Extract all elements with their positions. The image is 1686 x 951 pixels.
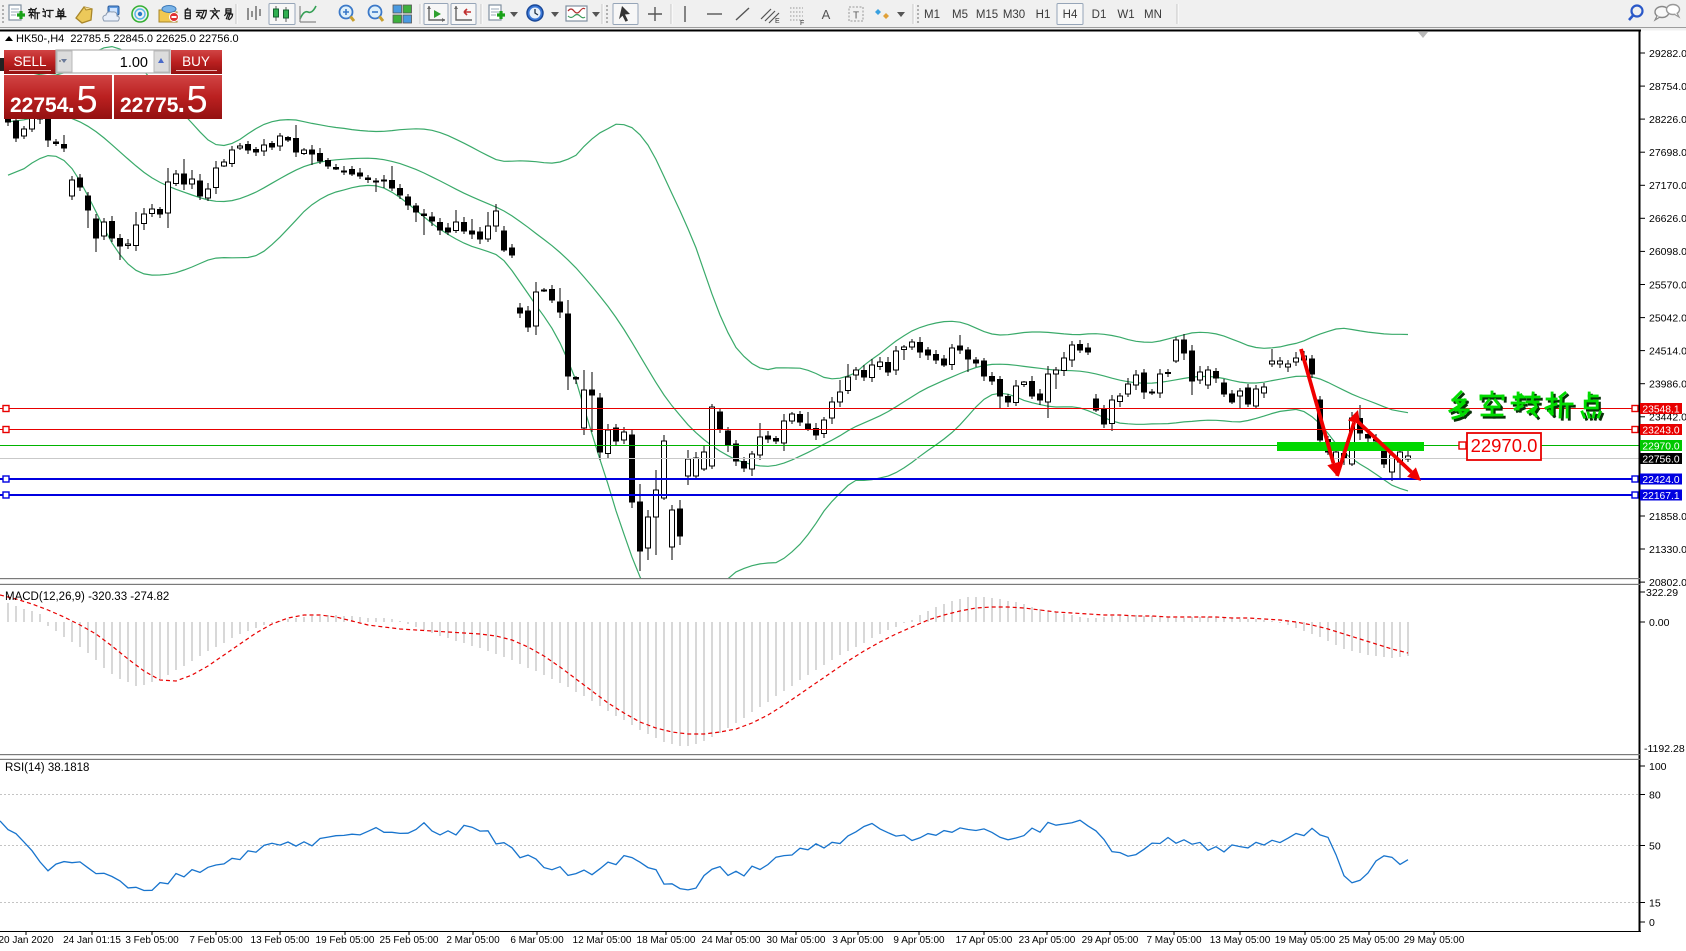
svg-text:12 Mar 05:00: 12 Mar 05:00 xyxy=(573,935,632,946)
svg-text:27170.0: 27170.0 xyxy=(1649,180,1686,192)
svg-text:22424.0: 22424.0 xyxy=(1642,475,1679,486)
svg-text:13 Feb 05:00: 13 Feb 05:00 xyxy=(251,935,310,946)
svg-text:A: A xyxy=(822,7,831,22)
svg-text:3 Feb 05:00: 3 Feb 05:00 xyxy=(125,935,179,946)
svg-text:24 Jan 01:15: 24 Jan 01:15 xyxy=(63,935,121,946)
svg-text:29 Apr 05:00: 29 Apr 05:00 xyxy=(1082,935,1139,946)
svg-text:1.00: 1.00 xyxy=(120,55,148,71)
svg-text:23986.0: 23986.0 xyxy=(1649,379,1686,391)
svg-text:0.00: 0.00 xyxy=(1649,617,1670,629)
svg-text:20802.0: 20802.0 xyxy=(1649,577,1686,589)
svg-text:HK50-,H4 22785.5 22845.0 2262: HK50-,H4 22785.5 22845.0 22625.0 22756.0 xyxy=(16,33,239,45)
svg-text:7 Feb 05:00: 7 Feb 05:00 xyxy=(189,935,243,946)
svg-text:SELL: SELL xyxy=(13,54,47,69)
svg-text:23 Apr 05:00: 23 Apr 05:00 xyxy=(1019,935,1076,946)
svg-text:BUY: BUY xyxy=(182,54,210,69)
svg-text:E: E xyxy=(775,18,780,25)
svg-text:23442.0: 23442.0 xyxy=(1649,412,1686,424)
svg-text:.5: .5 xyxy=(176,79,208,121)
svg-text:100: 100 xyxy=(1649,761,1667,773)
svg-text:6 Mar 05:00: 6 Mar 05:00 xyxy=(510,935,564,946)
svg-text:MACD(12,26,9) -320.33 -274.82: MACD(12,26,9) -320.33 -274.82 xyxy=(5,591,169,603)
svg-text:22756.0: 22756.0 xyxy=(1642,454,1679,465)
svg-text:25 May 05:00: 25 May 05:00 xyxy=(1339,935,1400,946)
svg-text:MN: MN xyxy=(1144,9,1162,21)
svg-text:22775: 22775 xyxy=(120,94,179,117)
svg-text:M30: M30 xyxy=(1003,9,1025,21)
svg-text:24514.0: 24514.0 xyxy=(1649,345,1686,357)
svg-text:22970.0: 22970.0 xyxy=(1471,435,1538,456)
svg-text:26626.0: 26626.0 xyxy=(1649,213,1686,225)
svg-text:9 Apr 05:00: 9 Apr 05:00 xyxy=(893,935,945,946)
svg-text:F: F xyxy=(800,20,804,27)
svg-text:29 May 05:00: 29 May 05:00 xyxy=(1404,935,1465,946)
svg-text:T: T xyxy=(853,11,859,22)
svg-text:29282.0: 29282.0 xyxy=(1649,48,1686,60)
svg-text:M5: M5 xyxy=(952,9,968,21)
svg-text:19 Feb 05:00: 19 Feb 05:00 xyxy=(316,935,375,946)
svg-text:28226.0: 28226.0 xyxy=(1649,114,1686,126)
svg-text:RSI(14) 38.1818: RSI(14) 38.1818 xyxy=(5,762,89,774)
svg-text:27698.0: 27698.0 xyxy=(1649,147,1686,159)
svg-text:18 Mar 05:00: 18 Mar 05:00 xyxy=(637,935,696,946)
svg-text:21330.0: 21330.0 xyxy=(1649,544,1686,556)
svg-text:D1: D1 xyxy=(1092,9,1107,21)
svg-text:19 May 05:00: 19 May 05:00 xyxy=(1275,935,1336,946)
svg-text:23548.1: 23548.1 xyxy=(1642,404,1679,415)
svg-text:H4: H4 xyxy=(1063,9,1078,21)
svg-text:M1: M1 xyxy=(924,9,940,21)
svg-text:25570.0: 25570.0 xyxy=(1649,279,1686,291)
svg-text:22167.1: 22167.1 xyxy=(1642,491,1679,502)
svg-text:2 Mar 05:00: 2 Mar 05:00 xyxy=(446,935,500,946)
svg-text:22754: 22754 xyxy=(10,94,69,117)
svg-text:28754.0: 28754.0 xyxy=(1649,81,1686,93)
svg-text:21858.0: 21858.0 xyxy=(1649,511,1686,523)
svg-text:17 Apr 05:00: 17 Apr 05:00 xyxy=(956,935,1013,946)
svg-text:22970.0: 22970.0 xyxy=(1642,441,1679,452)
svg-text:H1: H1 xyxy=(1036,9,1051,21)
svg-text:-1192.28: -1192.28 xyxy=(1644,743,1685,755)
svg-text:322.29: 322.29 xyxy=(1646,587,1678,599)
svg-text:25 Feb 05:00: 25 Feb 05:00 xyxy=(380,935,439,946)
svg-text:23243.0: 23243.0 xyxy=(1642,425,1679,436)
svg-text:25042.0: 25042.0 xyxy=(1649,312,1686,324)
svg-text:13 May 05:00: 13 May 05:00 xyxy=(1210,935,1271,946)
svg-text:M15: M15 xyxy=(976,9,998,21)
svg-text:50: 50 xyxy=(1649,840,1661,852)
svg-text:80: 80 xyxy=(1649,789,1661,801)
svg-text:15: 15 xyxy=(1649,897,1661,909)
svg-text:.5: .5 xyxy=(66,79,98,121)
svg-text:W1: W1 xyxy=(1117,9,1134,21)
svg-text:7 May 05:00: 7 May 05:00 xyxy=(1146,935,1201,946)
svg-text:24 Mar 05:00: 24 Mar 05:00 xyxy=(702,935,761,946)
svg-text:3 Apr 05:00: 3 Apr 05:00 xyxy=(832,935,884,946)
svg-text:20 Jan 2020: 20 Jan 2020 xyxy=(0,935,54,946)
svg-text:30 Mar 05:00: 30 Mar 05:00 xyxy=(767,935,826,946)
svg-text:26098.0: 26098.0 xyxy=(1649,246,1686,258)
svg-text:0: 0 xyxy=(1649,917,1655,929)
